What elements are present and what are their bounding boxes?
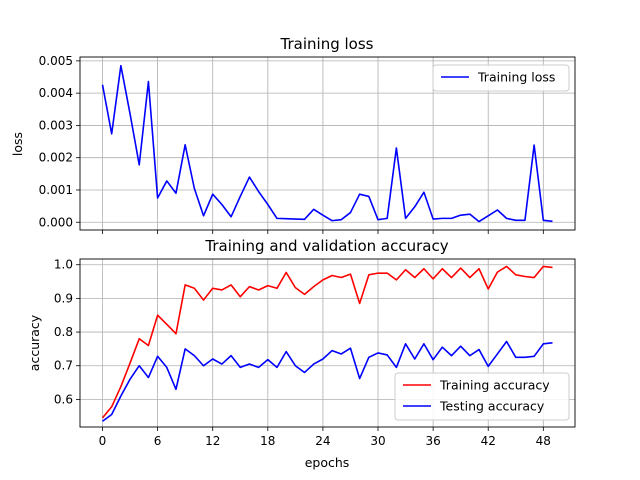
legend-label: Testing accuracy (439, 399, 545, 414)
x-axis-label: epochs (305, 455, 350, 470)
series-line (101, 64, 553, 223)
y-tick-label: 1.0 (54, 258, 73, 272)
y-tick-label: 0.003 (39, 118, 73, 132)
x-tick-label: 12 (205, 434, 220, 448)
y-tick-label: 0.8 (54, 325, 73, 339)
y-tick-label: 0.000 (39, 215, 73, 229)
x-tick-label: 30 (370, 434, 385, 448)
legend-box (394, 372, 570, 421)
plot-frame (79, 56, 576, 231)
series-lines (101, 265, 553, 422)
plot-frame (79, 258, 576, 428)
y-tick-label: 0.004 (39, 86, 73, 100)
y-tick-label: 0.002 (39, 151, 73, 165)
legend-label: Training loss (477, 70, 555, 85)
x-tick-label: 0 (99, 434, 107, 448)
panel-title: Training and validation accuracy (204, 237, 448, 255)
x-tick-label: 36 (425, 434, 440, 448)
series-line (101, 265, 553, 419)
accuracy-panel: Training and validation accuracy accurac… (27, 237, 576, 470)
axes-frame: 0 6 12 18 24 30 36 42 48 0.6 0.7 0.8 0.9 1.0 (54, 258, 576, 448)
series-lines (101, 64, 553, 223)
x-tick-label: 42 (481, 434, 496, 448)
y-tick-label: 0.005 (39, 54, 73, 68)
series-line (102, 340, 553, 422)
panel-title: Training loss (280, 35, 374, 53)
y-tick-label: 0.9 (54, 291, 73, 305)
y-axis-label: loss (10, 132, 25, 156)
y-axis-label: accuracy (27, 314, 42, 371)
y-tick-label: 0.7 (54, 359, 73, 373)
legend: Training loss (432, 64, 570, 92)
legend: Training accuracy Testing accuracy (394, 372, 570, 421)
x-tick-label: 24 (315, 434, 330, 448)
x-tick-label: 18 (260, 434, 275, 448)
axes-frame: 0.000 0.001 0.002 0.003 0.004 0.005 (39, 54, 576, 234)
x-tick-label: 48 (536, 434, 551, 448)
legend-label: Training accuracy (439, 378, 550, 393)
training-loss-panel: Training loss loss 0.0000.0010.0020.0030… (10, 35, 576, 234)
y-tick-label: 0.6 (54, 392, 73, 406)
legend-box (432, 64, 570, 92)
x-tick-label: 6 (154, 434, 162, 448)
y-tick-label: 0.001 (39, 183, 73, 197)
